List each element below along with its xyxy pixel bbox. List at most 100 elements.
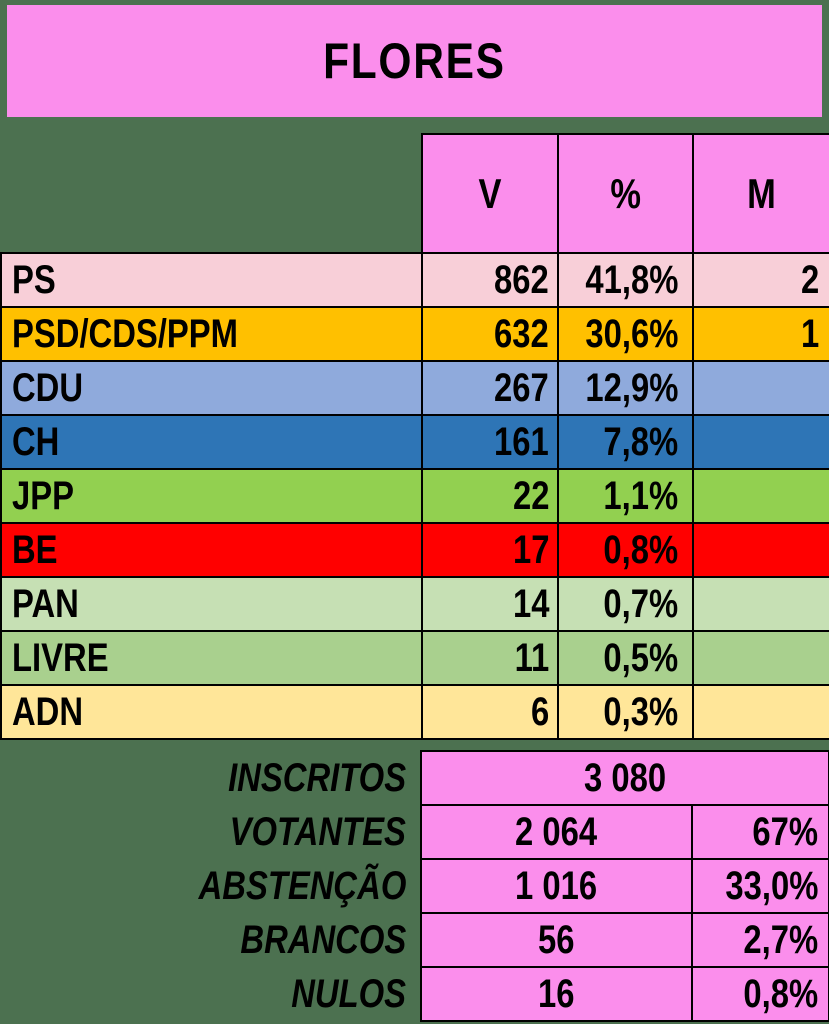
party-name: LIVRE [12, 635, 109, 680]
column-header-mandates: M [692, 133, 829, 254]
percent-cell: 0,8% [557, 522, 694, 578]
votes-cell: 6 [421, 684, 559, 740]
percent-cell: 7,8% [557, 414, 694, 470]
votes-value: 11 [514, 635, 549, 680]
summary-row-inscritos: INSCRITOS 3 080 [0, 750, 829, 806]
summary-percent-cell: 0,8% [690, 966, 829, 1022]
page-title: FLORES [323, 33, 506, 89]
summary-percent-cell: 2,7% [690, 912, 829, 968]
votes-cell: 17 [421, 522, 559, 578]
summary-percent: 33,0% [725, 863, 819, 908]
percent-cell: 12,9% [557, 360, 694, 416]
summary-label: BRANCOS [240, 917, 406, 962]
votes-value: 22 [512, 473, 549, 518]
mandates-cell: 1 [692, 306, 829, 362]
percent-value: 30,6% [584, 311, 678, 356]
party-name-cell: BE [0, 522, 423, 578]
votes-value: 17 [512, 527, 549, 572]
summary-value: 3 080 [583, 755, 667, 800]
party-row-adn: ADN 6 0,3% [0, 684, 829, 740]
percent-value: 0,8% [603, 527, 678, 572]
party-name-cell: PSD/CDS/PPM [0, 306, 423, 362]
summary-row-votantes: VOTANTES 2 064 67% [0, 804, 829, 860]
summary-row-brancos: BRANCOS 56 2,7% [0, 912, 829, 968]
summary-percent: 67% [752, 809, 819, 854]
title-band: FLORES [7, 5, 822, 117]
party-name: PAN [12, 581, 79, 626]
party-name: PS [12, 257, 56, 302]
mandates-value: 1 [800, 311, 819, 356]
summary-label-cell: VOTANTES [0, 805, 421, 859]
party-name: ADN [12, 689, 84, 734]
party-row-ps: PS 862 41,8% 2 [0, 252, 829, 308]
party-name-cell: LIVRE [0, 630, 423, 686]
summary-label-cell: BRANCOS [0, 913, 421, 967]
column-header-percent: % [557, 133, 694, 254]
results-header-row: V % M [1, 133, 829, 254]
header-spacer-cell [1, 134, 422, 253]
percent-value: 7,8% [603, 419, 678, 464]
summary-percent: 0,8% [743, 971, 819, 1016]
summary-row-nulos: NULOS 16 0,8% [0, 966, 829, 1022]
summary-row-abstencao: ABSTENÇÃO 1 016 33,0% [0, 858, 829, 914]
party-name-cell: PS [0, 252, 423, 308]
summary-value-cell: 1 016 [420, 858, 693, 914]
party-name: BE [12, 527, 58, 572]
votes-cell: 11 [421, 630, 559, 686]
votes-value: 632 [494, 311, 549, 356]
percent-cell: 1,1% [557, 468, 694, 524]
results-table: V % M PS 862 41,8% 2 PSD/CDS/PPM 632 30,… [0, 133, 829, 740]
percent-cell: 0,5% [557, 630, 694, 686]
percent-value: 0,3% [603, 689, 678, 734]
votes-value: 862 [494, 257, 549, 302]
summary-label-cell: INSCRITOS [0, 751, 421, 805]
mandates-cell [692, 360, 829, 416]
summary-label: ABSTENÇÃO [198, 863, 406, 908]
mandates-cell [692, 576, 829, 632]
party-name: JPP [12, 473, 74, 518]
summary-value: 1 016 [515, 863, 598, 908]
summary-value: 16 [538, 971, 575, 1016]
party-name-cell: JPP [0, 468, 423, 524]
party-row-be: BE 17 0,8% [0, 522, 829, 578]
summary-value-cell: 2 064 [420, 804, 693, 860]
summary-value-cell: 56 [420, 912, 693, 968]
party-name: CDU [12, 365, 84, 410]
percent-value: 1,1% [603, 473, 678, 518]
percent-cell: 41,8% [557, 252, 694, 308]
summary-label: NULOS [291, 971, 406, 1016]
votes-cell: 22 [421, 468, 559, 524]
percent-cell: 0,3% [557, 684, 694, 740]
percent-value: 0,7% [603, 581, 678, 626]
percent-value: 41,8% [584, 257, 678, 302]
summary-label: INSCRITOS [227, 755, 406, 800]
summary-label: VOTANTES [229, 809, 406, 854]
percent-value: 0,5% [603, 635, 678, 680]
party-row-jpp: JPP 22 1,1% [0, 468, 829, 524]
party-name-cell: PAN [0, 576, 423, 632]
votes-value: 14 [512, 581, 549, 626]
summary-percent: 2,7% [743, 917, 819, 962]
percent-value: 12,9% [584, 365, 678, 410]
votes-cell: 862 [421, 252, 559, 308]
party-name: PSD/CDS/PPM [12, 311, 238, 356]
party-name-cell: CH [0, 414, 423, 470]
votes-cell: 632 [421, 306, 559, 362]
votes-value: 161 [494, 419, 549, 464]
column-header-votes: V [421, 133, 559, 254]
summary-percent-cell: 67% [690, 804, 829, 860]
mandates-cell [692, 630, 829, 686]
summary-value-cell: 3 080 [419, 750, 829, 806]
mandates-cell [692, 522, 829, 578]
mandates-cell [692, 414, 829, 470]
votes-cell: 161 [421, 414, 559, 470]
summary-value-cell: 16 [420, 966, 693, 1022]
summary-table: INSCRITOS 3 080 VOTANTES 2 064 67% ABSTE… [0, 750, 829, 1022]
mandates-cell [692, 468, 829, 524]
summary-label-cell: NULOS [0, 967, 421, 1021]
party-name: CH [12, 419, 60, 464]
summary-percent-cell: 33,0% [690, 858, 829, 914]
party-row-cdu: CDU 267 12,9% [0, 360, 829, 416]
mandates-cell [692, 684, 829, 740]
